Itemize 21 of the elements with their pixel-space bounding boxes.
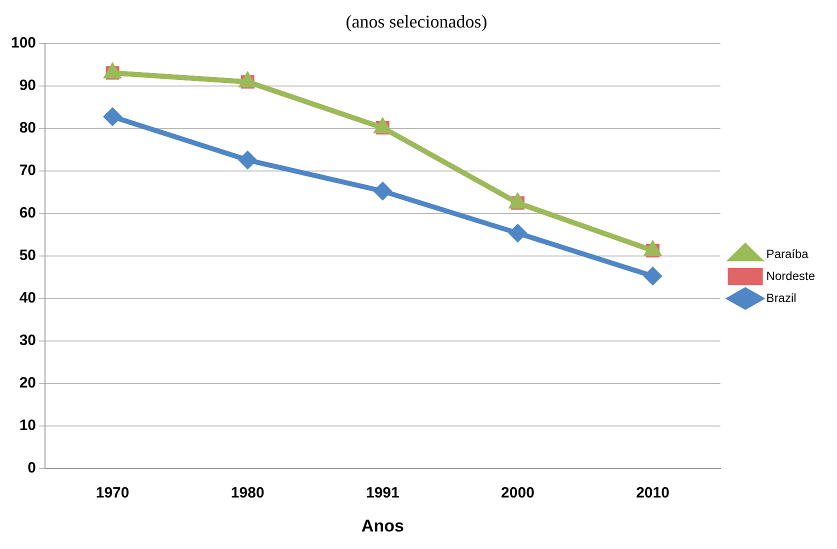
y-tick-label: 50 <box>19 247 36 264</box>
y-tick-label: 70 <box>19 162 36 180</box>
x-axis-title: Anos <box>361 516 404 536</box>
y-tick-label: 30 <box>19 332 36 350</box>
y-tick-label: 20 <box>19 374 36 392</box>
legend-label: Brazil <box>766 290 796 305</box>
x-tick-label: 2000 <box>501 484 534 502</box>
x-tick-label: 1991 <box>366 484 400 502</box>
y-tick-label: 40 <box>19 290 36 307</box>
y-tick-label: 90 <box>19 77 36 94</box>
y-tick-label: 80 <box>19 120 36 137</box>
x-tick-label: 1970 <box>96 484 130 502</box>
y-tick-label: 0 <box>28 460 36 477</box>
y-tick-label: 60 <box>19 204 36 222</box>
legend-label: Paraíba <box>766 246 809 261</box>
chart-subtitle: (anos selecionados) <box>346 12 488 32</box>
x-tick-label: 2010 <box>636 484 670 502</box>
legend-label: Nordeste <box>766 268 816 283</box>
x-tick-label: 1980 <box>230 484 264 502</box>
y-tick-label: 100 <box>10 34 36 52</box>
y-tick-label: 10 <box>19 417 36 434</box>
